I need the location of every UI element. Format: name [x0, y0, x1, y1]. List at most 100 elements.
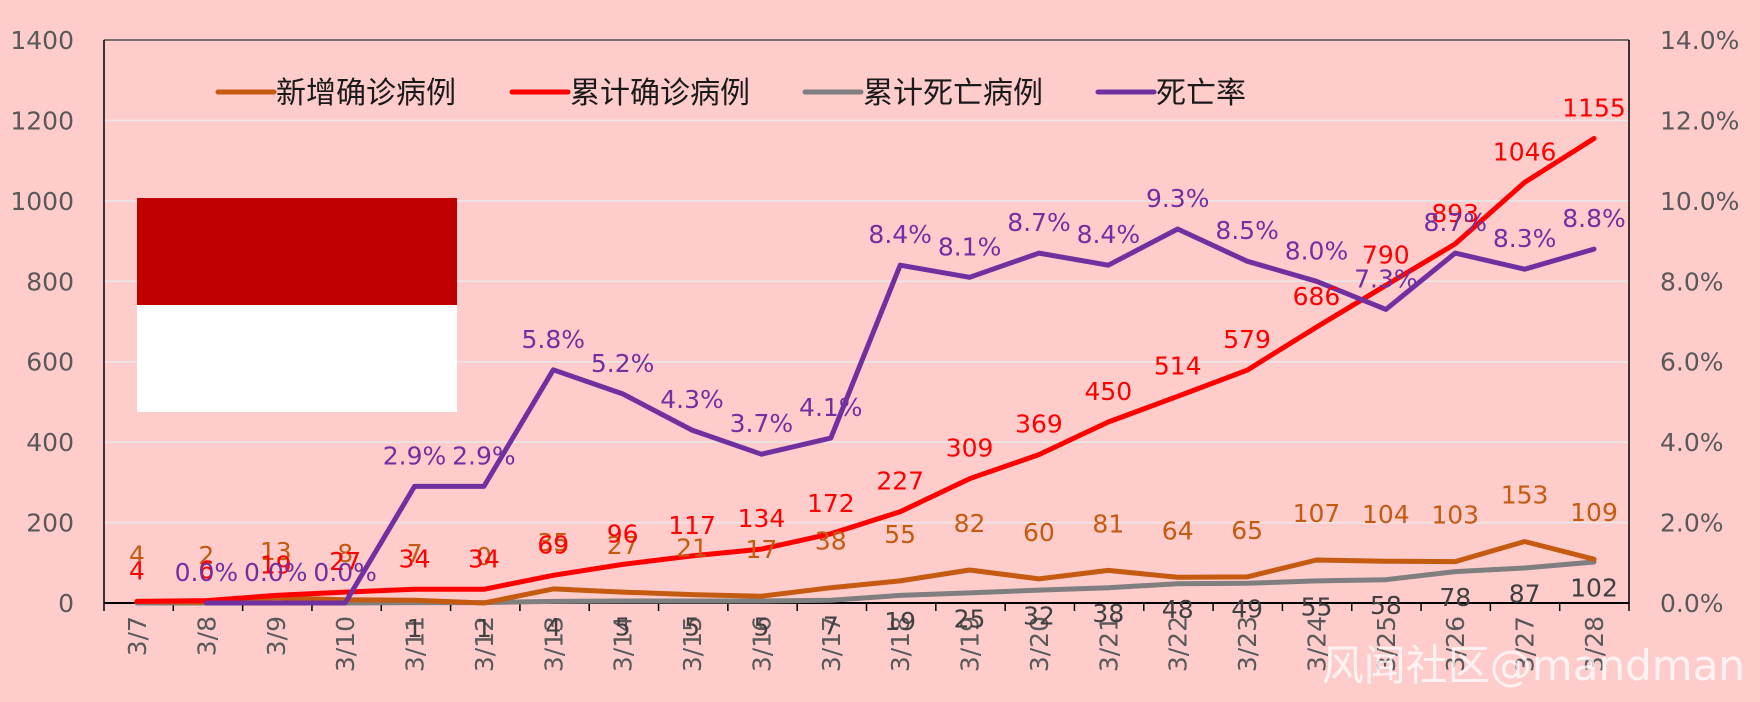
x-tick-label: 3/27 [1511, 616, 1540, 672]
legend-label: 累计确诊病例 [570, 76, 750, 111]
y-right-tick-label: 8.0% [1660, 267, 1724, 296]
data-label: 7 [823, 612, 839, 641]
y-left-tick-label: 200 [26, 509, 74, 538]
data-label: 19 [884, 607, 916, 636]
data-label: 8.3% [1493, 224, 1557, 253]
series-line-2 [134, 136, 1597, 604]
watermark: 风闻社区@mandman [1322, 641, 1745, 690]
data-label: 103 [1431, 501, 1479, 530]
data-label: 6 [198, 556, 214, 585]
legend: 新增确诊病例 累计确诊病例 累计死亡病例 死亡率 [215, 76, 1246, 111]
x-tick-label: 3/23 [1233, 616, 1262, 672]
data-label: 81 [1092, 509, 1124, 538]
x-tick-label: 3/19 [956, 616, 985, 672]
x-tick-label: 3/9 [262, 616, 291, 656]
x-tick-label: 3/17 [817, 616, 846, 672]
data-label: 107 [1293, 499, 1341, 528]
data-label: 34 [399, 544, 431, 573]
x-tick-label: 3/7 [123, 616, 152, 656]
data-label: 96 [607, 519, 639, 548]
y-left-tick-label: 400 [26, 428, 74, 457]
series-line-1 [134, 539, 1597, 606]
data-label: 134 [738, 504, 786, 533]
data-label: 5.2% [591, 349, 655, 378]
data-label: 5 [753, 612, 769, 641]
data-label: 4.3% [660, 385, 724, 414]
data-label: 8.8% [1562, 204, 1626, 233]
data-label: 2 [198, 541, 214, 570]
y-right-tick-label: 0.0% [1660, 589, 1724, 618]
data-label: 117 [668, 511, 716, 540]
data-label: 48 [1162, 595, 1194, 624]
data-label: 8.7% [1007, 208, 1071, 237]
data-label: 27 [329, 547, 361, 576]
x-tick-label: 3/8 [192, 616, 221, 656]
x-tick-label: 3/16 [747, 616, 776, 672]
y-left-tick-label: 600 [26, 348, 74, 377]
data-label: 49 [1231, 595, 1263, 624]
data-label: 8.4% [1077, 220, 1141, 249]
data-label: 7 [407, 539, 423, 568]
data-label: 69 [537, 530, 569, 559]
flag-white-band [137, 305, 457, 412]
x-tick-label: 3/10 [331, 616, 360, 672]
data-label: 1155 [1562, 94, 1626, 123]
data-label: 8.7% [1423, 208, 1487, 237]
series-lines [134, 136, 1597, 606]
data-label: 27 [607, 531, 639, 560]
x-axis-ticks: 3/7 3/8 3/9 3/10 3/11 3/12 3/13 3/14 3/15 3/16 3/1… [123, 616, 1609, 672]
x-tick-label: 3/14 [609, 616, 638, 672]
x-tick-label: 3/11 [401, 616, 430, 672]
data-label: 5 [615, 612, 631, 641]
series-line-4 [203, 226, 1597, 606]
data-label: 790 [1362, 240, 1410, 269]
data-label: 227 [876, 467, 924, 496]
y-left-tick-label: 1400 [10, 26, 74, 55]
x-tick-label: 3/15 [678, 616, 707, 672]
data-label: 309 [946, 434, 994, 463]
data-label: 21 [676, 534, 708, 563]
y-right-tick-label: 12.0% [1660, 106, 1739, 135]
x-tick-label: 3/12 [470, 616, 499, 672]
data-label: 82 [954, 509, 986, 538]
data-label: 4 [129, 540, 145, 569]
data-label: 4 [129, 556, 145, 585]
data-label: 1046 [1493, 137, 1557, 166]
data-label: 25 [954, 604, 986, 633]
data-label: 38 [815, 527, 847, 556]
y-left-tick-label: 800 [26, 267, 74, 296]
data-label: 34 [468, 544, 500, 573]
y-right-tick-label: 10.0% [1660, 187, 1739, 216]
data-label: 78 [1439, 583, 1471, 612]
data-label: 35 [537, 528, 569, 557]
data-label: 2.9% [383, 441, 447, 470]
data-label: 1 [476, 614, 492, 643]
data-label: 686 [1293, 282, 1341, 311]
data-label: 9.3% [1146, 184, 1210, 213]
data-label: 87 [1509, 579, 1541, 608]
legend-label: 累计死亡病例 [863, 76, 1043, 111]
data-label: 0.0% [313, 558, 377, 587]
data-label: 55 [884, 520, 916, 549]
data-label: 0.0% [244, 558, 308, 587]
x-tick-label: 3/26 [1441, 616, 1470, 672]
x-tick-label: 3/18 [886, 616, 915, 672]
data-label: 13 [260, 537, 292, 566]
x-tick-label: 3/13 [539, 616, 568, 672]
x-tick-label: 3/21 [1094, 616, 1123, 672]
data-label: 8.0% [1285, 236, 1349, 265]
data-label: 5.8% [522, 325, 586, 354]
y-right-tick-label: 14.0% [1660, 26, 1739, 55]
indonesia-flag [137, 198, 457, 412]
data-label: 4.1% [799, 393, 863, 422]
data-label: 32 [1023, 602, 1055, 631]
y-right-tick-label: 6.0% [1660, 348, 1724, 377]
y-axis-left-ticks: 0 200 400 600 800 1000 1200 1400 [10, 26, 74, 618]
y-axis-right-ticks: 0.0% 2.0% 4.0% 6.0% 8.0% 10.0% 12.0% 14.0% [1660, 26, 1739, 618]
data-label: 8.1% [938, 232, 1002, 261]
data-label: 8.4% [868, 220, 932, 249]
data-label: 19 [260, 550, 292, 579]
data-label: 109 [1570, 498, 1618, 527]
